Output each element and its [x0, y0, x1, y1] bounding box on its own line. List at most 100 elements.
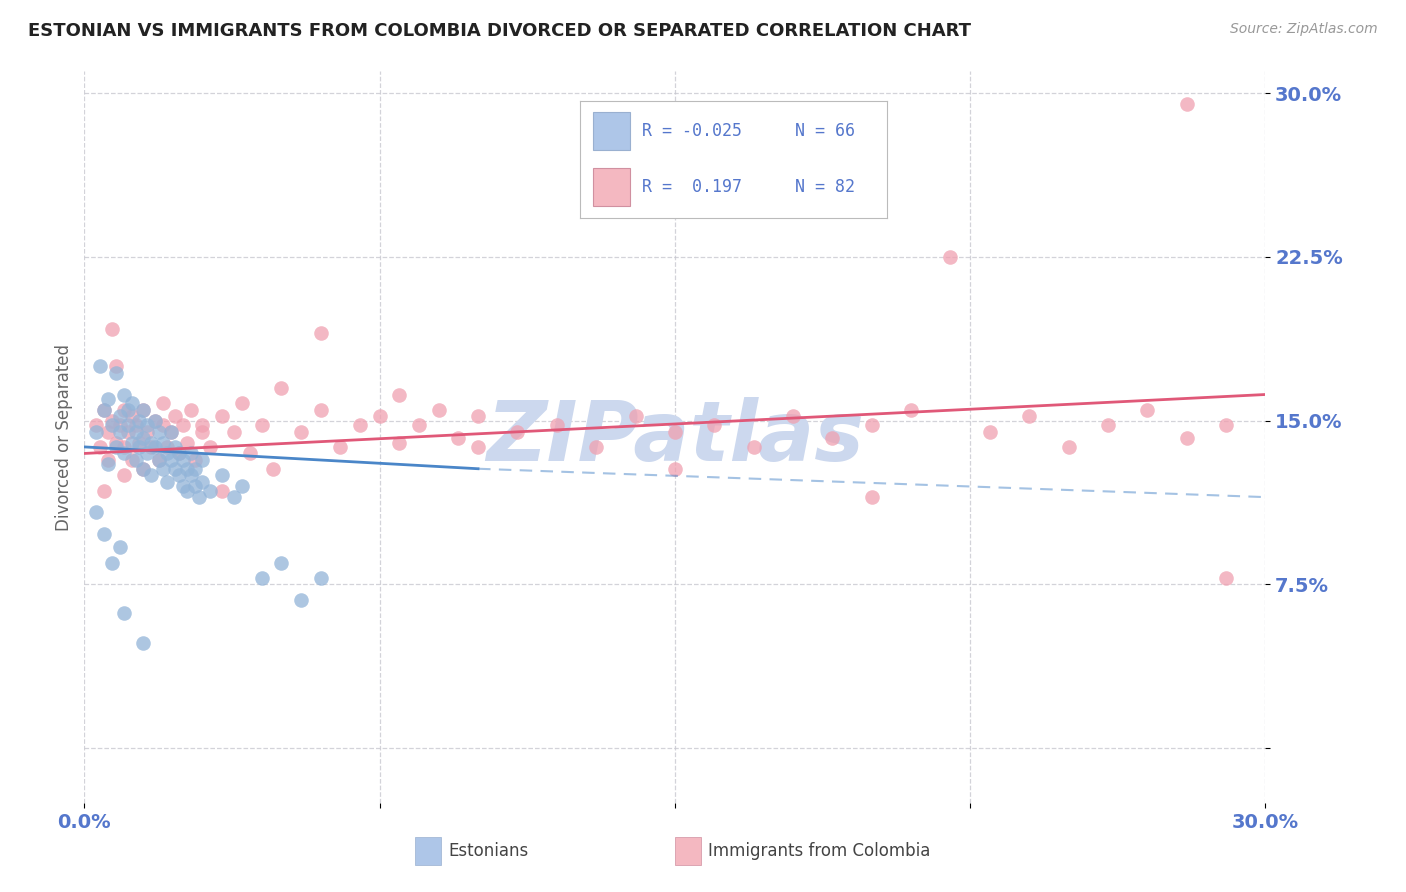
Point [222, 425, 245, 439]
Point [101, 556, 124, 570]
Point [239, 446, 262, 460]
Point [84, 425, 107, 439]
Point [104, 366, 127, 380]
Point [112, 606, 135, 620]
Point [172, 418, 194, 433]
Point [93, 483, 115, 498]
Point [222, 490, 245, 504]
Point [180, 468, 202, 483]
Point [101, 414, 124, 428]
Point [180, 446, 202, 460]
Point [1136, 402, 1159, 417]
Point [368, 409, 391, 424]
Bar [415, 838, 441, 865]
Point [104, 440, 127, 454]
Point [447, 431, 470, 445]
Point [187, 490, 209, 504]
Point [176, 461, 198, 475]
Point [349, 418, 371, 433]
Point [172, 479, 194, 493]
Point [89, 440, 111, 454]
Point [148, 425, 170, 439]
Point [167, 468, 190, 483]
Point [408, 418, 430, 433]
Point [104, 359, 127, 373]
Point [117, 425, 139, 439]
Point [112, 440, 135, 454]
Point [141, 468, 163, 483]
Point [172, 453, 194, 467]
Point [156, 475, 179, 489]
Point [152, 396, 174, 410]
Point [93, 527, 115, 541]
Bar [675, 838, 700, 865]
Point [200, 483, 222, 498]
Point [89, 359, 111, 373]
Text: Immigrants from Colombia: Immigrants from Colombia [709, 842, 931, 860]
Point [742, 440, 765, 454]
Point [128, 435, 150, 450]
Point [143, 414, 166, 428]
Point [132, 402, 155, 417]
Point [183, 453, 205, 467]
Point [124, 453, 146, 467]
Point [309, 326, 332, 341]
Point [1057, 440, 1080, 454]
Point [108, 418, 131, 433]
Point [860, 490, 883, 504]
Point [148, 453, 170, 467]
Point [664, 461, 686, 475]
Point [141, 440, 163, 454]
Point [703, 418, 725, 433]
Point [136, 418, 159, 433]
Point [160, 453, 183, 467]
Point [128, 440, 150, 454]
Point [979, 425, 1001, 439]
Point [121, 435, 143, 450]
Point [183, 461, 205, 475]
Text: Estonians: Estonians [449, 842, 529, 860]
Point [132, 402, 155, 417]
Point [231, 396, 253, 410]
Point [176, 435, 198, 450]
Point [117, 418, 139, 433]
Point [1215, 571, 1237, 585]
Point [1097, 418, 1119, 433]
Point [112, 446, 135, 460]
Point [183, 479, 205, 493]
Point [664, 425, 686, 439]
Point [84, 418, 107, 433]
Point [132, 461, 155, 475]
Point [160, 425, 183, 439]
Point [506, 425, 529, 439]
Point [290, 592, 312, 607]
Point [167, 446, 190, 460]
Point [152, 418, 174, 433]
Point [821, 431, 844, 445]
Point [163, 461, 186, 475]
Point [427, 402, 450, 417]
Point [93, 402, 115, 417]
Point [108, 409, 131, 424]
Point [262, 461, 284, 475]
Point [101, 322, 124, 336]
Point [112, 387, 135, 401]
Point [108, 541, 131, 555]
Text: ZIPatlas: ZIPatlas [486, 397, 863, 477]
Point [132, 431, 155, 445]
Point [152, 435, 174, 450]
Point [191, 475, 214, 489]
Point [231, 479, 253, 493]
Point [136, 425, 159, 439]
Point [782, 409, 804, 424]
Point [290, 425, 312, 439]
Point [1175, 97, 1198, 112]
Point [124, 418, 146, 433]
Point [211, 409, 233, 424]
Point [1018, 409, 1040, 424]
Text: ESTONIAN VS IMMIGRANTS FROM COLOMBIA DIVORCED OR SEPARATED CORRELATION CHART: ESTONIAN VS IMMIGRANTS FROM COLOMBIA DIV… [28, 22, 972, 40]
Point [211, 468, 233, 483]
Point [132, 461, 155, 475]
Point [939, 250, 962, 264]
Point [191, 425, 214, 439]
